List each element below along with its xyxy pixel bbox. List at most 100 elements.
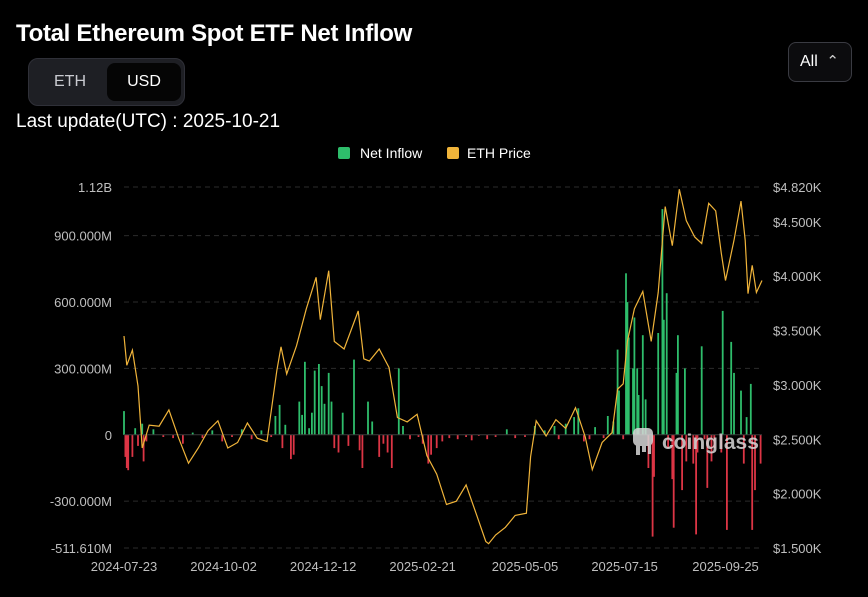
page-title: Total Ethereum Spot ETF Net Inflow — [16, 20, 413, 47]
inflow-bar — [751, 434, 754, 530]
inflow-bar — [745, 417, 748, 435]
inflow-bar — [742, 434, 745, 464]
inflow-bar — [671, 434, 674, 480]
inflow-bar — [134, 428, 137, 435]
chevron-up-down-icon: ⌃ — [826, 53, 839, 70]
inflow-bar — [612, 421, 615, 435]
y-right-tick-label: $3.000K — [773, 378, 822, 393]
inflow-bar — [644, 399, 647, 435]
unit-toggle: ETH USD — [28, 58, 185, 106]
inflow-bar — [390, 434, 393, 468]
inflow-bar — [706, 434, 709, 488]
inflow-bar — [308, 428, 310, 435]
inflow-bar — [382, 434, 385, 444]
inflow-bar — [675, 372, 678, 435]
inflow-bar — [494, 434, 497, 437]
inflow-bar — [298, 401, 301, 435]
last-update: Last update(UTC) : 2025-10-21 — [16, 111, 281, 132]
inflow-bar — [588, 434, 591, 440]
y-right-tick-label: $1.500K — [773, 541, 822, 556]
inflow-bar — [543, 430, 546, 435]
inflow-bar — [435, 434, 438, 449]
y-left-tick-label: 0 — [105, 428, 112, 443]
inflow-bar — [651, 434, 654, 537]
inflow-bar — [553, 426, 556, 435]
inflow-bar — [290, 434, 292, 460]
inflow-bar — [657, 333, 660, 435]
inflow-bar — [667, 434, 669, 449]
inflow-bar — [713, 434, 716, 449]
inflow-bar — [677, 335, 679, 435]
legend-label-eth-price[interactable]: ETH Price — [467, 145, 531, 161]
inflow-bar — [602, 434, 605, 439]
inflow-bar — [123, 411, 125, 435]
inflow-bar — [172, 434, 174, 439]
inflow-bar — [125, 434, 128, 468]
inflow-bar — [636, 368, 639, 435]
unit-option-usd[interactable]: USD — [107, 63, 181, 101]
y-left-tick-label: -511.610M — [51, 541, 112, 556]
inflow-bar — [749, 383, 752, 435]
inflow-bar — [367, 401, 369, 435]
inflow-bar — [301, 414, 303, 435]
inflow-bar — [692, 434, 695, 464]
y-left-tick-label: 600.000M — [54, 295, 112, 310]
inflow-bar — [633, 317, 636, 435]
inflow-bar — [653, 434, 655, 477]
legend-swatch-net-inflow[interactable] — [338, 147, 350, 159]
inflow-bar — [347, 434, 350, 446]
inflow-bar — [142, 434, 145, 462]
inflow-bar — [662, 319, 665, 435]
inflow-bar — [470, 434, 473, 441]
range-select[interactable]: All ⌃ — [788, 42, 852, 82]
inflow-bar — [313, 370, 316, 435]
legend-label-net-inflow[interactable]: Net Inflow — [360, 145, 423, 161]
x-tick-label: 2024-10-02 — [190, 559, 257, 574]
inflow-bar — [323, 403, 326, 435]
chart-legend: Net Inflow ETH Price — [0, 144, 868, 162]
inflow-bar — [361, 434, 364, 468]
grid-lines — [124, 186, 762, 549]
y-axis-right-labels: $4.820K $4.500K $4.000K $3.500K $3.000K $2.50… — [773, 180, 822, 556]
inflow-bar — [337, 434, 340, 453]
inflow-bar — [681, 434, 683, 491]
inflow-bar — [726, 434, 728, 530]
inflow-bar — [465, 434, 467, 437]
inflow-bar — [320, 386, 323, 435]
y-left-tick-label: 300.000M — [54, 361, 112, 376]
y-left-tick-label: 900.000M — [54, 229, 112, 244]
unit-option-eth[interactable]: ETH — [54, 73, 86, 90]
y-left-tick-label: 1.12B — [78, 180, 112, 195]
x-tick-label: 2025-05-05 — [492, 559, 559, 574]
x-tick-label: 2025-09-25 — [692, 559, 759, 574]
inflow-bar — [740, 390, 742, 435]
inflow-bar — [330, 401, 333, 435]
inflow-bar — [137, 434, 139, 446]
inflow-bar — [231, 434, 233, 437]
y-right-tick-label: $3.500K — [773, 324, 822, 339]
inflow-bar — [284, 424, 287, 435]
y-right-tick-label: $2.500K — [773, 432, 822, 447]
inflow-bar — [721, 310, 724, 435]
inflow-bar — [505, 429, 508, 435]
inflow-bar — [402, 426, 404, 435]
x-tick-label: 2024-07-23 — [91, 559, 158, 574]
inflow-bar — [304, 361, 306, 435]
inflow-bar — [371, 421, 374, 435]
inflow-bar — [618, 390, 620, 435]
inflow-bar — [514, 434, 517, 439]
inflow-bar — [627, 337, 630, 435]
inflow-bar — [430, 434, 432, 455]
inflow-bar — [710, 434, 713, 462]
inflow-bar — [131, 434, 134, 457]
y-axis-left-labels: 1.12B 900.000M 600.000M 300.000M 0 -300.000M -… — [50, 180, 112, 556]
inflow-bar — [281, 434, 284, 449]
inflow-bar — [672, 434, 675, 528]
legend-swatch-eth-price[interactable] — [447, 147, 459, 159]
inflow-bar — [250, 434, 253, 440]
inflow-bar — [378, 434, 381, 457]
inflow-bar — [409, 434, 411, 440]
inflow-bar — [152, 429, 155, 435]
inflow-bar — [341, 412, 344, 435]
x-tick-label: 2025-02-21 — [389, 559, 456, 574]
